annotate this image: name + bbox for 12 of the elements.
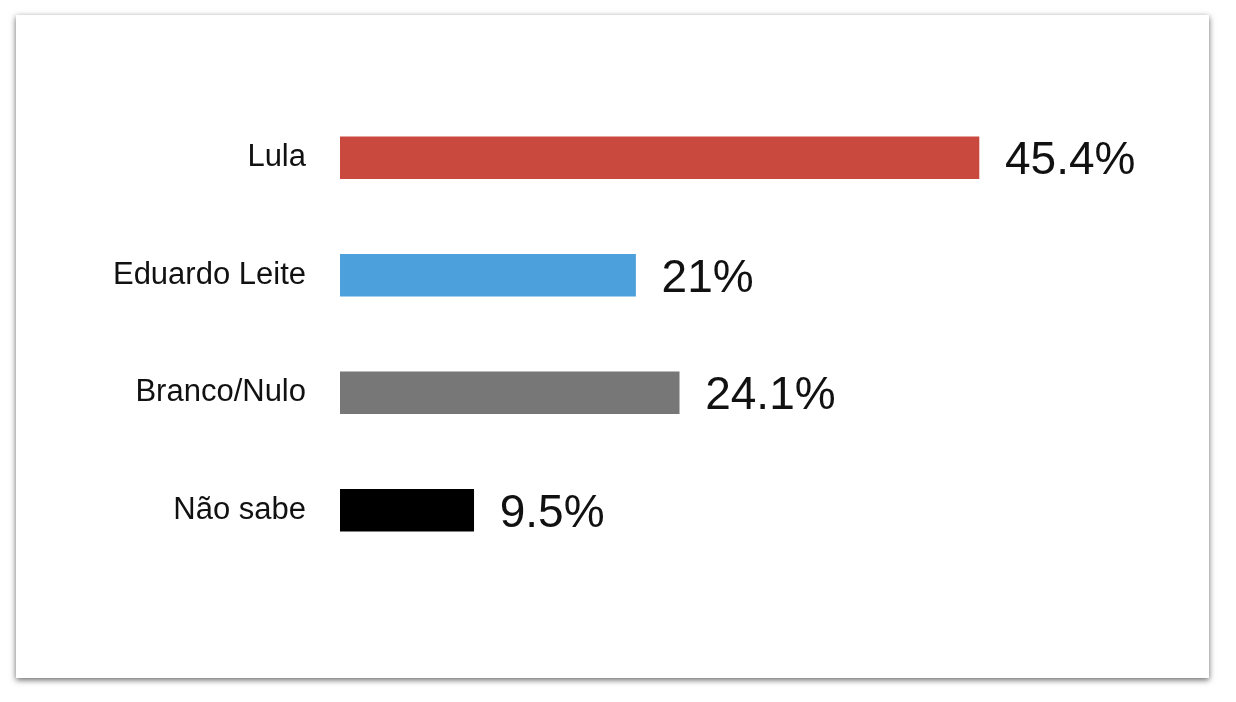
data-label: 21% — [661, 249, 754, 302]
bar — [340, 253, 636, 297]
y-tick-label: Eduardo Leite — [112, 255, 306, 291]
y-tick-label: Não sabe — [173, 490, 306, 526]
bar — [340, 488, 475, 532]
data-label: 24.1% — [705, 367, 836, 420]
y-tick-label: Lula — [247, 138, 307, 174]
bar — [340, 136, 980, 180]
y-tick-label: Branco/Nulo — [135, 373, 306, 409]
data-label: 45.4% — [1004, 132, 1136, 185]
data-label: 9.5% — [499, 484, 605, 537]
bar — [340, 371, 680, 415]
